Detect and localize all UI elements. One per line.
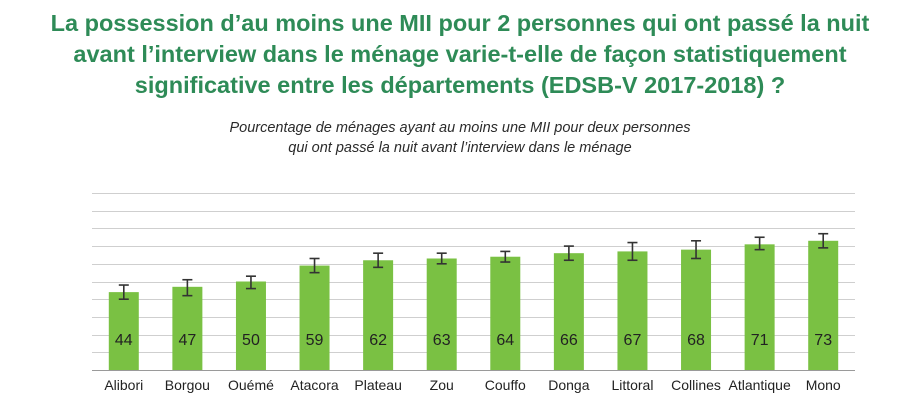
- title-line-3: significative entre les départements (ED…: [134, 72, 786, 98]
- bar-littoral: [617, 251, 648, 370]
- data-label: 68: [687, 332, 705, 349]
- bar-borgou: [172, 286, 203, 370]
- x-tick-label: Atlantique: [728, 377, 790, 393]
- title-line-2: avant l’interview dans le ménage varie-t…: [73, 41, 847, 67]
- x-tick-label: Borgou: [165, 377, 210, 393]
- data-label: 64: [496, 332, 514, 349]
- title-line-1: La possession d’au moins une MII pour 2 …: [50, 10, 870, 36]
- subtitle-line-2: qui ont passé la nuit avant l’interview …: [288, 140, 632, 156]
- bar-ouémé: [235, 281, 266, 370]
- data-label: 50: [242, 332, 260, 349]
- bar-couffo: [490, 256, 521, 370]
- bar-zou: [426, 258, 457, 370]
- data-label: 71: [751, 332, 769, 349]
- chart-title: La possession d’au moins une MII pour 2 …: [20, 8, 900, 101]
- x-tick-label: Plateau: [354, 377, 401, 393]
- bar-donga: [553, 253, 584, 370]
- x-tick-label: Littoral: [611, 377, 653, 393]
- data-label: 63: [433, 332, 451, 349]
- data-label: 67: [624, 332, 642, 349]
- data-label: 44: [115, 332, 133, 349]
- data-label: 66: [560, 332, 578, 349]
- bar-collines: [681, 249, 712, 370]
- bar-plateau: [363, 260, 394, 370]
- data-label: 62: [369, 332, 387, 349]
- subtitle-line-1: Pourcentage de ménages ayant au moins un…: [229, 120, 691, 136]
- data-label: 73: [814, 332, 832, 349]
- bar-alibori: [108, 292, 139, 370]
- x-tick-label: Mono: [806, 377, 841, 393]
- data-label: 47: [178, 332, 196, 349]
- bar-atacora: [299, 265, 330, 370]
- bar-mono: [808, 240, 839, 370]
- x-tick-label: Zou: [430, 377, 454, 393]
- chart-subtitle: Pourcentage de ménages ayant au moins un…: [20, 118, 900, 158]
- data-label: 59: [306, 332, 324, 349]
- x-tick-label: Atacora: [290, 377, 338, 393]
- x-tick-label: Collines: [671, 377, 721, 393]
- x-tick-label: Alibori: [104, 377, 143, 393]
- x-tick-label: Ouémé: [228, 377, 274, 393]
- x-tick-label: Donga: [548, 377, 589, 393]
- x-tick-label: Couffo: [485, 377, 526, 393]
- bar-atlantique: [744, 244, 775, 370]
